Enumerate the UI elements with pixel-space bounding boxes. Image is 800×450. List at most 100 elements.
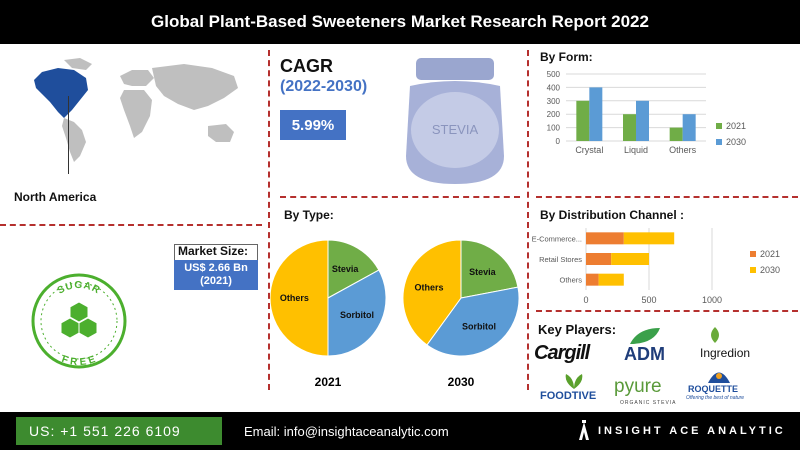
jar-label: STEVIA [432, 122, 479, 137]
form-bar-2021-crystal [576, 100, 590, 141]
form-bar-2030-liquid [636, 100, 649, 141]
pie-slice-stevia [460, 239, 519, 299]
adm-leaf-icon [630, 328, 660, 344]
world-map [34, 58, 238, 162]
pie-slice-sorbitol [327, 269, 387, 357]
channel-x-tick: 1000 [702, 295, 722, 305]
type-title: By Type: [284, 208, 334, 222]
channel-x-tick: 500 [641, 295, 656, 305]
logo-ingredion: Ingredion [700, 346, 751, 360]
divider-cagr [280, 196, 520, 198]
channel-bar-2030-0 [623, 232, 675, 245]
market-size-value: US$ 2.66 Bn [184, 262, 248, 274]
pie-label-sorbitol: Sorbitol [462, 321, 496, 331]
market-size-label: Market Size: [178, 244, 249, 258]
foodtive-leaf-icon [565, 374, 583, 389]
form-legend-swatch [716, 123, 722, 129]
type-pie-charts: Stevia Sorbitol Others Stevia Sorbitol Other… [270, 239, 520, 389]
pie-label-sorbitol: Sorbitol [340, 310, 374, 320]
map-pointer-line [68, 96, 69, 174]
pie-2030: Stevia Sorbitol Others [402, 239, 520, 357]
form-axis-labels: 0 100 200 300 400 500 Crystal Liquid Others [547, 70, 697, 155]
channel-x-tick: 0 [583, 295, 588, 305]
logo-pyure-tagline: ORGANIC STEVIA [620, 400, 677, 406]
channel-y-tick: E-Commerce... [532, 234, 582, 243]
pie-label-stevia: Stevia [332, 264, 360, 274]
channel-bar-2021-0 [586, 232, 624, 245]
channel-bar-2021-2 [586, 273, 599, 286]
brand-logo-icon [579, 420, 589, 440]
form-y-tick: 200 [547, 110, 561, 119]
logo-pyure: pyure [614, 376, 662, 397]
logo-cargill: Cargill [534, 342, 590, 364]
logo-foodtive: FOODTIVE [540, 390, 597, 402]
footer-brand: INSIGHT ACE ANALYTIC [598, 425, 786, 437]
form-x-tick: Liquid [624, 145, 648, 155]
map-north-america [34, 68, 88, 118]
pie-2021: Stevia Sorbitol Others [270, 239, 387, 357]
form-bars [576, 87, 696, 141]
form-legend-swatch [716, 139, 722, 145]
market-size-value-box: US$ 2.66 Bn (2021) [174, 260, 258, 290]
channel-bar-2021-1 [586, 253, 612, 265]
report-title: Global Plant-Based Sweeteners Market Res… [151, 12, 649, 31]
sugar-free-badge: SUGAR FREE [31, 273, 127, 369]
key-players-title: Key Players: [538, 322, 617, 337]
form-x-tick: Crystal [575, 145, 603, 155]
divider-region [0, 224, 262, 226]
pie-slice-stevia [327, 239, 380, 299]
channel-title: By Distribution Channel : [540, 208, 684, 222]
pie-slice-others [402, 239, 462, 346]
channel-legend-label: 2021 [760, 249, 780, 259]
pie-slice-others [270, 239, 329, 357]
footer-phone[interactable]: US: +1 551 226 6109 [16, 417, 222, 445]
form-legend-label: 2021 [726, 121, 746, 131]
channel-axis-labels: 0 500 1000 E-Commerce... Retail Stores Others [532, 234, 722, 305]
cubes-icon [60, 301, 98, 339]
logo-roquette: ROQUETTE [688, 384, 739, 394]
report-header: Global Plant-Based Sweeteners Market Res… [0, 0, 800, 44]
stevia-jar-icon: STEVIA [406, 58, 504, 184]
divider-channel [536, 310, 798, 312]
logo-adm: ADM [624, 344, 665, 364]
form-bar-2021-others [669, 127, 683, 141]
pie-label-others: Others [414, 283, 443, 293]
form-bar-chart: 0 100 200 300 400 500 Crystal Liquid Others 2021… [547, 70, 746, 155]
form-legend-label: 2030 [726, 137, 746, 147]
pie-2021-year: 2021 [315, 375, 342, 389]
cagr-label: CAGR [280, 56, 333, 76]
form-y-tick: 0 [556, 137, 561, 146]
logo-roquette-tagline: Offering the best of nature [686, 395, 745, 401]
divider-left [268, 50, 270, 390]
channel-y-tick: Retail Stores [539, 255, 582, 264]
form-legend: 2021 2030 [716, 121, 746, 147]
form-bar-2030-crystal [589, 87, 603, 141]
form-bar-2030-others [682, 114, 696, 141]
pie-2030-year: 2030 [448, 375, 475, 389]
cagr-period: (2022-2030) [280, 78, 368, 95]
form-bar-2021-liquid [623, 114, 636, 141]
pie-label-others: Others [280, 293, 309, 303]
channel-bar-chart: 0 500 1000 E-Commerce... Retail Stores Others… [532, 228, 780, 305]
market-size-year: (2021) [200, 275, 232, 287]
divider-right [527, 50, 529, 390]
pie-label-stevia: Stevia [469, 267, 497, 277]
form-y-tick: 400 [547, 83, 561, 92]
form-x-tick: Others [669, 145, 697, 155]
form-title: By Form: [540, 50, 593, 64]
pie-slice-sorbitol [426, 286, 520, 357]
form-y-tick: 100 [547, 124, 561, 133]
ingredion-leaf-icon [711, 327, 719, 343]
form-y-tick: 500 [547, 70, 561, 79]
form-y-tick: 300 [547, 97, 561, 106]
divider-form [536, 196, 798, 198]
footer-email[interactable]: Email: info@insightaceanalytic.com [244, 423, 449, 439]
badge-top-text: SUGAR [56, 280, 102, 297]
cagr-value: 5.99% [280, 110, 346, 140]
channel-legend-swatch [750, 267, 756, 273]
channel-legend-swatch [750, 251, 756, 257]
channel-bar-2030-1 [611, 253, 649, 265]
channel-y-tick: Others [559, 276, 582, 285]
region-label: North America [14, 190, 97, 204]
svg-text:SUGAR: SUGAR [56, 280, 103, 297]
